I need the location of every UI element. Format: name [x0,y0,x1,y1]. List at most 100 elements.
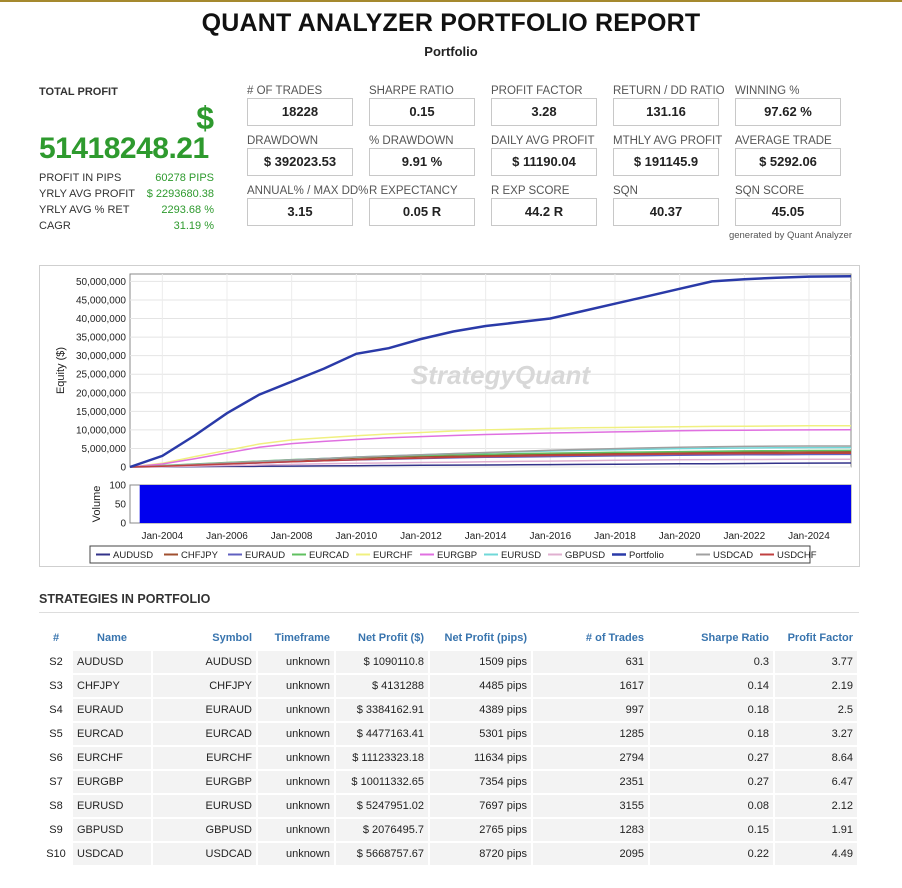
y-tick-label: 10,000,000 [76,425,126,436]
column-header[interactable]: Symbol [212,632,252,644]
x-tick-label: Jan-2010 [335,531,377,542]
table-cell: 7697 pips [430,795,531,817]
table-row[interactable]: S9 GBPUSD GBPUSD unknown $ 2076495.7 2765 pip… [41,819,857,841]
legend-box [89,545,811,564]
table-cell: $ 3384162.91 [336,699,428,721]
watermark-text: StrategyQuant [411,360,591,390]
column-header[interactable]: Net Profit (pips) [444,632,528,644]
table-cell: S10 [41,843,71,865]
x-tick-label: Jan-2020 [659,531,701,542]
generated-by-note: generated by Quant Analyzer [728,230,852,241]
stat-label: SHARPE RATIO [369,85,454,97]
table-cell: 2794 [533,747,648,769]
table-cell: 11634 pips [430,747,531,769]
total-profit-value: 51418248.21 [39,132,209,165]
legend-label: EURCAD [309,550,349,561]
volume-axis-label: Volume [91,486,103,523]
table-row[interactable]: S5 EURCAD EURCAD unknown $ 4477163.41 5301 pi… [41,723,857,745]
series-line-usdchf [129,452,851,468]
strategies-section-title: STRATEGIES IN PORTFOLIO [39,592,211,606]
summary-label: YRLY AVG % RET [39,204,130,216]
report-subtitle: Portfolio [424,44,478,59]
x-tick-label: Jan-2022 [723,531,765,542]
series-line-gbpusd [129,458,851,468]
stat-value: $ 11190.04 [491,148,597,176]
table-cell: 2.5 [775,699,857,721]
table-cell: unknown [258,771,334,793]
column-header[interactable]: Timeframe [274,632,330,644]
table-row[interactable]: S7 EURGBP EURGBP unknown $ 10011332.65 7354 p… [41,771,857,793]
table-cell: S9 [41,819,71,841]
total-profit-label: TOTAL PROFIT [39,86,118,98]
table-row[interactable]: S4 EURAUD EURAUD unknown $ 3384162.91 4389 pi… [41,699,857,721]
legend-label: CHFJPY [181,550,219,561]
legend-label: EURAUD [245,550,285,561]
x-tick-label: Jan-2006 [206,531,248,542]
column-header[interactable]: Profit Factor [787,632,853,644]
stat-label: SQN SCORE [735,185,805,197]
table-cell: 0.27 [650,771,773,793]
y-tick-label: 5,000,000 [82,444,127,455]
stat-trades: # OF TRADES 18228 [247,85,353,126]
stat-sharpe: SHARPE RATIO 0.15 [369,85,475,126]
table-header-row: # Name Symbol Timeframe Net Profit ($) N… [41,627,857,649]
column-header[interactable]: # of Trades [585,632,644,644]
table-cell: 4389 pips [430,699,531,721]
table-cell: 4485 pips [430,675,531,697]
equity-chart: 0 5,000,000 10,000,000 15,000,000 20,000,000… [39,265,860,567]
table-row[interactable]: S6 EURCHF EURCHF unknown $ 11123323.18 11634 … [41,747,857,769]
table-cell: GBPUSD [73,819,151,841]
column-header[interactable]: Net Profit ($) [358,632,424,644]
table-cell: EURUSD [153,795,256,817]
table-cell: 6.47 [775,771,857,793]
table-cell: USDCAD [153,843,256,865]
strategies-table: # Name Symbol Timeframe Net Profit ($) N… [39,625,859,867]
stat-average-trade: AVERAGE TRADE $ 5292.06 [735,135,841,176]
table-cell: $ 4131288 [336,675,428,697]
top-rule [0,0,902,2]
stat-value: 131.16 [613,98,719,126]
stat-sqn: SQN 40.37 [613,185,719,226]
table-cell: unknown [258,699,334,721]
table-cell: S7 [41,771,71,793]
stat-winning: WINNING % 97.62 % [735,85,841,126]
stat-annual-maxdd: ANNUAL% / MAX DD% 3.15 [247,185,368,226]
table-row[interactable]: S10 USDCAD USDCAD unknown $ 5668757.67 8720 p… [41,843,857,865]
table-cell: 0.18 [650,699,773,721]
legend-label: EURGBP [437,550,477,561]
y-axis-label: Equity ($) [55,347,67,394]
table-cell: 2.12 [775,795,857,817]
series-line-audusd [129,462,852,468]
table-row[interactable]: S2 AUDUSD AUDUSD unknown $ 1090110.8 1509 pip… [41,651,857,673]
dollar-icon: $ [196,100,214,136]
stat-r-expectancy: R EXPECTANCY 0.05 R [369,185,475,226]
table-cell: 2.19 [775,675,857,697]
equity-chart-svg: 0 5,000,000 10,000,000 15,000,000 20,000,000… [55,273,852,564]
table-cell: 2765 pips [430,819,531,841]
volume-bars [139,485,851,523]
table-cell: 0.3 [650,651,773,673]
table-cell: $ 11123323.18 [336,747,428,769]
stat-value: 3.15 [247,198,353,226]
stat-value: 0.15 [369,98,475,126]
cagr-row: CAGR 31.19 % [39,220,214,232]
column-header[interactable]: Name [97,632,127,644]
x-tick-label: Jan-2024 [788,531,830,542]
table-cell: EURCAD [153,723,256,745]
stat-drawdown: DRAWDOWN $ 392023.53 [247,135,353,176]
stat-label: R EXPECTANCY [369,185,458,197]
y-tick-label: 50,000,000 [76,277,126,288]
table-row[interactable]: S3 CHFJPY CHFJPY unknown $ 4131288 4485 pips 1… [41,675,857,697]
column-header[interactable]: Sharpe Ratio [701,632,769,644]
stat-value: 18228 [247,98,353,126]
table-cell: EURCHF [153,747,256,769]
table-row[interactable]: S8 EURUSD EURUSD unknown $ 5247951.02 7697 pi… [41,795,857,817]
table-cell: 0.22 [650,843,773,865]
stat-label: PROFIT FACTOR [491,85,583,97]
column-header[interactable]: # [52,632,60,644]
stat-daily-avg: DAILY AVG PROFIT $ 11190.04 [491,135,597,176]
table-cell: 0.15 [650,819,773,841]
table-cell: unknown [258,843,334,865]
table-cell: 1617 [533,675,648,697]
stat-value: 40.37 [613,198,719,226]
